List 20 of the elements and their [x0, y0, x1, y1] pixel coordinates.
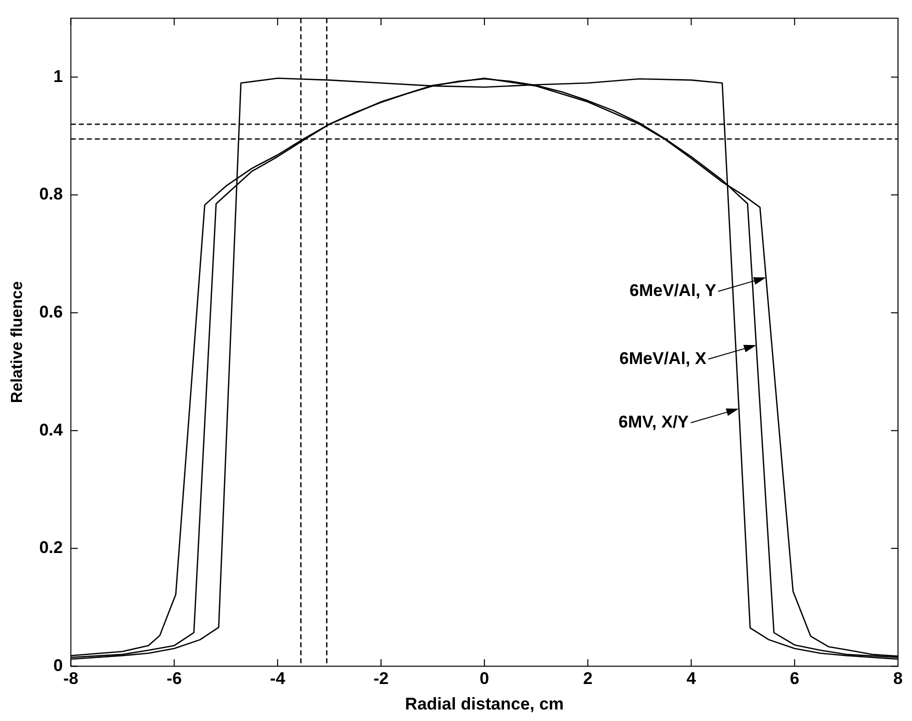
x-tick-label: -6: [166, 669, 182, 688]
y-tick-label: 0.8: [39, 184, 63, 204]
y-axis-title: Relative fluence: [9, 281, 26, 404]
x-tick-label: 4: [686, 669, 696, 688]
y-tick-label: 0: [53, 656, 63, 675]
x-tick-label: -4: [270, 669, 286, 688]
x-tick-label: 8: [893, 669, 903, 688]
x-axis-title: Radial distance, cm: [405, 694, 564, 714]
y-tick-label: 0.6: [39, 302, 63, 322]
annotation: 6MeV/Al, Y: [630, 281, 717, 300]
x-tick-label: 6: [790, 669, 800, 688]
y-tick-label: 0.4: [39, 420, 64, 440]
x-tick-label: -2: [373, 669, 389, 688]
x-tick-label: 0: [480, 669, 490, 688]
y-tick-label: 1: [53, 66, 63, 86]
x-tick-label: 2: [583, 669, 593, 688]
y-tick-label: 0.2: [39, 538, 63, 558]
annotation: 6MV, X/Y: [618, 412, 690, 432]
x-tick-label: -8: [63, 669, 78, 688]
annotation: 6MeV/Al, X: [619, 348, 708, 368]
